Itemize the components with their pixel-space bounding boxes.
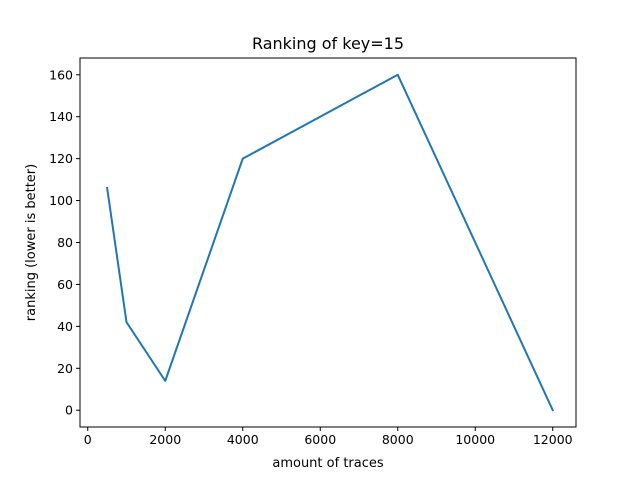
y-tick-label: 80: [57, 235, 73, 250]
x-tick-label: 8000: [382, 432, 414, 447]
y-tick-label: 0: [65, 403, 73, 418]
x-axis-ticks: 0 2000 4000 6000 8000 10000 12000: [84, 427, 573, 447]
x-tick-label: 12000: [533, 432, 573, 447]
y-tick-label: 20: [57, 361, 73, 376]
plot-frame: [79, 57, 577, 428]
y-axis-ticks: 0 20 40 60 80 100 120 140 160: [49, 67, 80, 418]
x-tick-label: 2000: [149, 432, 181, 447]
x-tick-label: 10000: [455, 432, 495, 447]
plot-series: [105, 73, 555, 412]
y-tick-label: 100: [49, 193, 73, 208]
x-tick-label: 6000: [304, 432, 336, 447]
y-tick-label: 160: [49, 67, 73, 82]
chart-title: Ranking of key=15: [252, 34, 404, 53]
y-tick-label: 40: [57, 319, 73, 334]
y-tick-label: 60: [57, 277, 73, 292]
x-tick-label: 0: [84, 432, 92, 447]
y-tick-label: 120: [49, 151, 73, 166]
y-axis-label: ranking (lower is better): [24, 164, 39, 321]
y-tick-label: 140: [49, 109, 73, 124]
x-tick-label: 4000: [227, 432, 259, 447]
series-line: [105, 73, 555, 412]
x-axis-label: amount of traces: [272, 456, 384, 471]
